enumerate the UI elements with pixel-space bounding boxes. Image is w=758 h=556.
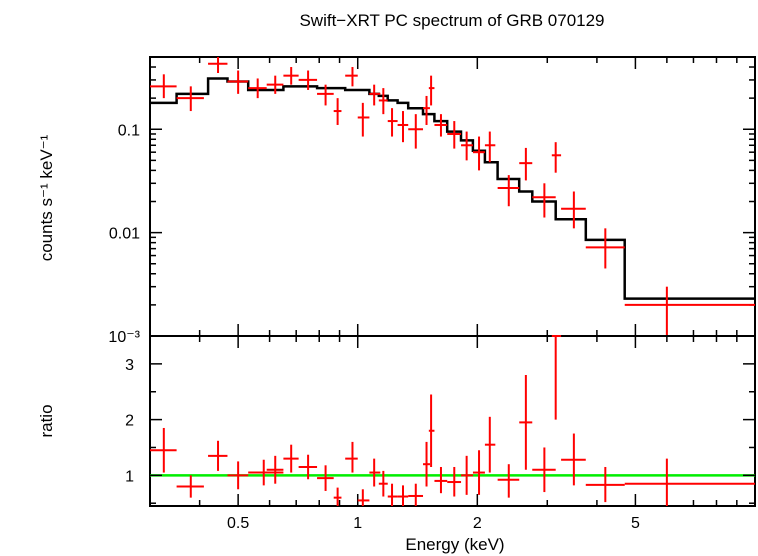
spectrum-point [208,57,228,74]
ratio-point [227,461,249,490]
spectrum-point [461,131,473,161]
ratio-panel: 1 2 3 0.5 1 2 5 ratio Energy (keV) [37,335,756,554]
y-tick-label: 0.01 [109,226,140,243]
y-tick-label: 2 [125,413,134,430]
y-tick-label: 10⁻³ [108,329,140,346]
spectrum-ytick-labels: 10⁻³ 0.01 0.1 [108,122,140,346]
x-tick-label: 0.5 [227,515,249,532]
spectrum-point [472,136,485,171]
spectrum-point [519,147,533,181]
spectrum-point [484,131,496,163]
spectrum-point [585,228,625,269]
spectrum-point [561,191,586,229]
ratio-point [484,416,496,473]
ratio-y-axis-label: ratio [37,404,56,437]
ratio-point [150,427,177,473]
ratio-point [561,433,586,486]
ratio-point [472,450,485,495]
spectrum-point [497,175,520,207]
spectrum-point [434,114,448,137]
x-tick-label: 5 [631,515,640,532]
spectrum-axes-frame [149,56,756,337]
x-tick-labels: 0.5 1 2 5 [227,515,640,532]
ratio-point [333,487,342,506]
ratio-axes-frame [149,335,756,507]
spectrum-point [624,286,755,336]
spectrum-point [551,142,562,173]
spectrum-point [397,111,409,143]
chart-title: Swift−XRT PC spectrum of GRB 070129 [299,11,604,30]
ratio-point [208,440,228,471]
spectrum-point [248,78,267,99]
x-tick-label: 2 [473,515,482,532]
ratio-point [624,458,755,506]
x-tick-label: 1 [353,515,362,532]
ratio-point [551,335,562,420]
spectrum-point [266,75,284,94]
ratio-ticks [149,335,756,506]
model-step-curve [150,77,755,300]
ratio-point [357,489,370,506]
ratio-ytick-labels: 1 2 3 [125,357,134,485]
ratio-point [248,459,284,486]
spectrum-point [532,183,556,218]
ratio-point [397,485,409,506]
ratio-point [266,455,284,484]
ratio-point [298,454,318,480]
ratio-point [497,464,520,498]
spectrum-point [378,88,388,115]
ratio-point [423,441,430,487]
spectrum-point [317,84,334,106]
ratio-point [408,483,424,506]
ratio-point [369,458,381,487]
spectrum-point [227,70,249,94]
spectrum-point [150,74,177,99]
y-tick-label: 0.1 [118,122,140,139]
ratio-point [585,466,625,503]
spectrum-data-points [150,57,755,336]
spectrum-point [447,121,462,149]
spectrum-point [283,67,299,85]
ratio-point [532,447,556,493]
spectrum-ticks [149,56,756,337]
spectrum-panel: 10⁻³ 0.01 0.1 counts s⁻¹ keV⁻¹ [37,56,756,346]
ratio-point [283,444,299,473]
y-tick-label: 1 [125,468,134,485]
spectrum-point [369,84,381,106]
spectrum-point [408,114,424,149]
y-tick-label: 3 [125,357,134,374]
ratio-point [519,375,533,470]
ratio-point [447,466,462,497]
model-curve [150,77,755,300]
spectrum-point [345,67,358,87]
ratio-point [176,475,204,498]
ratio-point [387,483,398,506]
spectrum-point [333,98,342,125]
ratio-point [434,466,448,494]
ratio-data-points [150,335,755,506]
ratio-point [345,441,358,473]
spectrum-point [387,108,398,137]
spectrum-point [428,75,435,106]
spectrum-point [423,95,430,125]
ratio-point [428,394,435,467]
ratio-point [317,465,334,491]
spectrum-point [298,70,318,90]
spectrum-y-axis-label: counts s⁻¹ keV⁻¹ [37,134,56,261]
spectrum-point [357,102,370,137]
x-axis-label: Energy (keV) [405,535,504,554]
ratio-point [378,470,388,497]
spectrum-point [176,86,204,112]
ratio-point [461,455,473,495]
